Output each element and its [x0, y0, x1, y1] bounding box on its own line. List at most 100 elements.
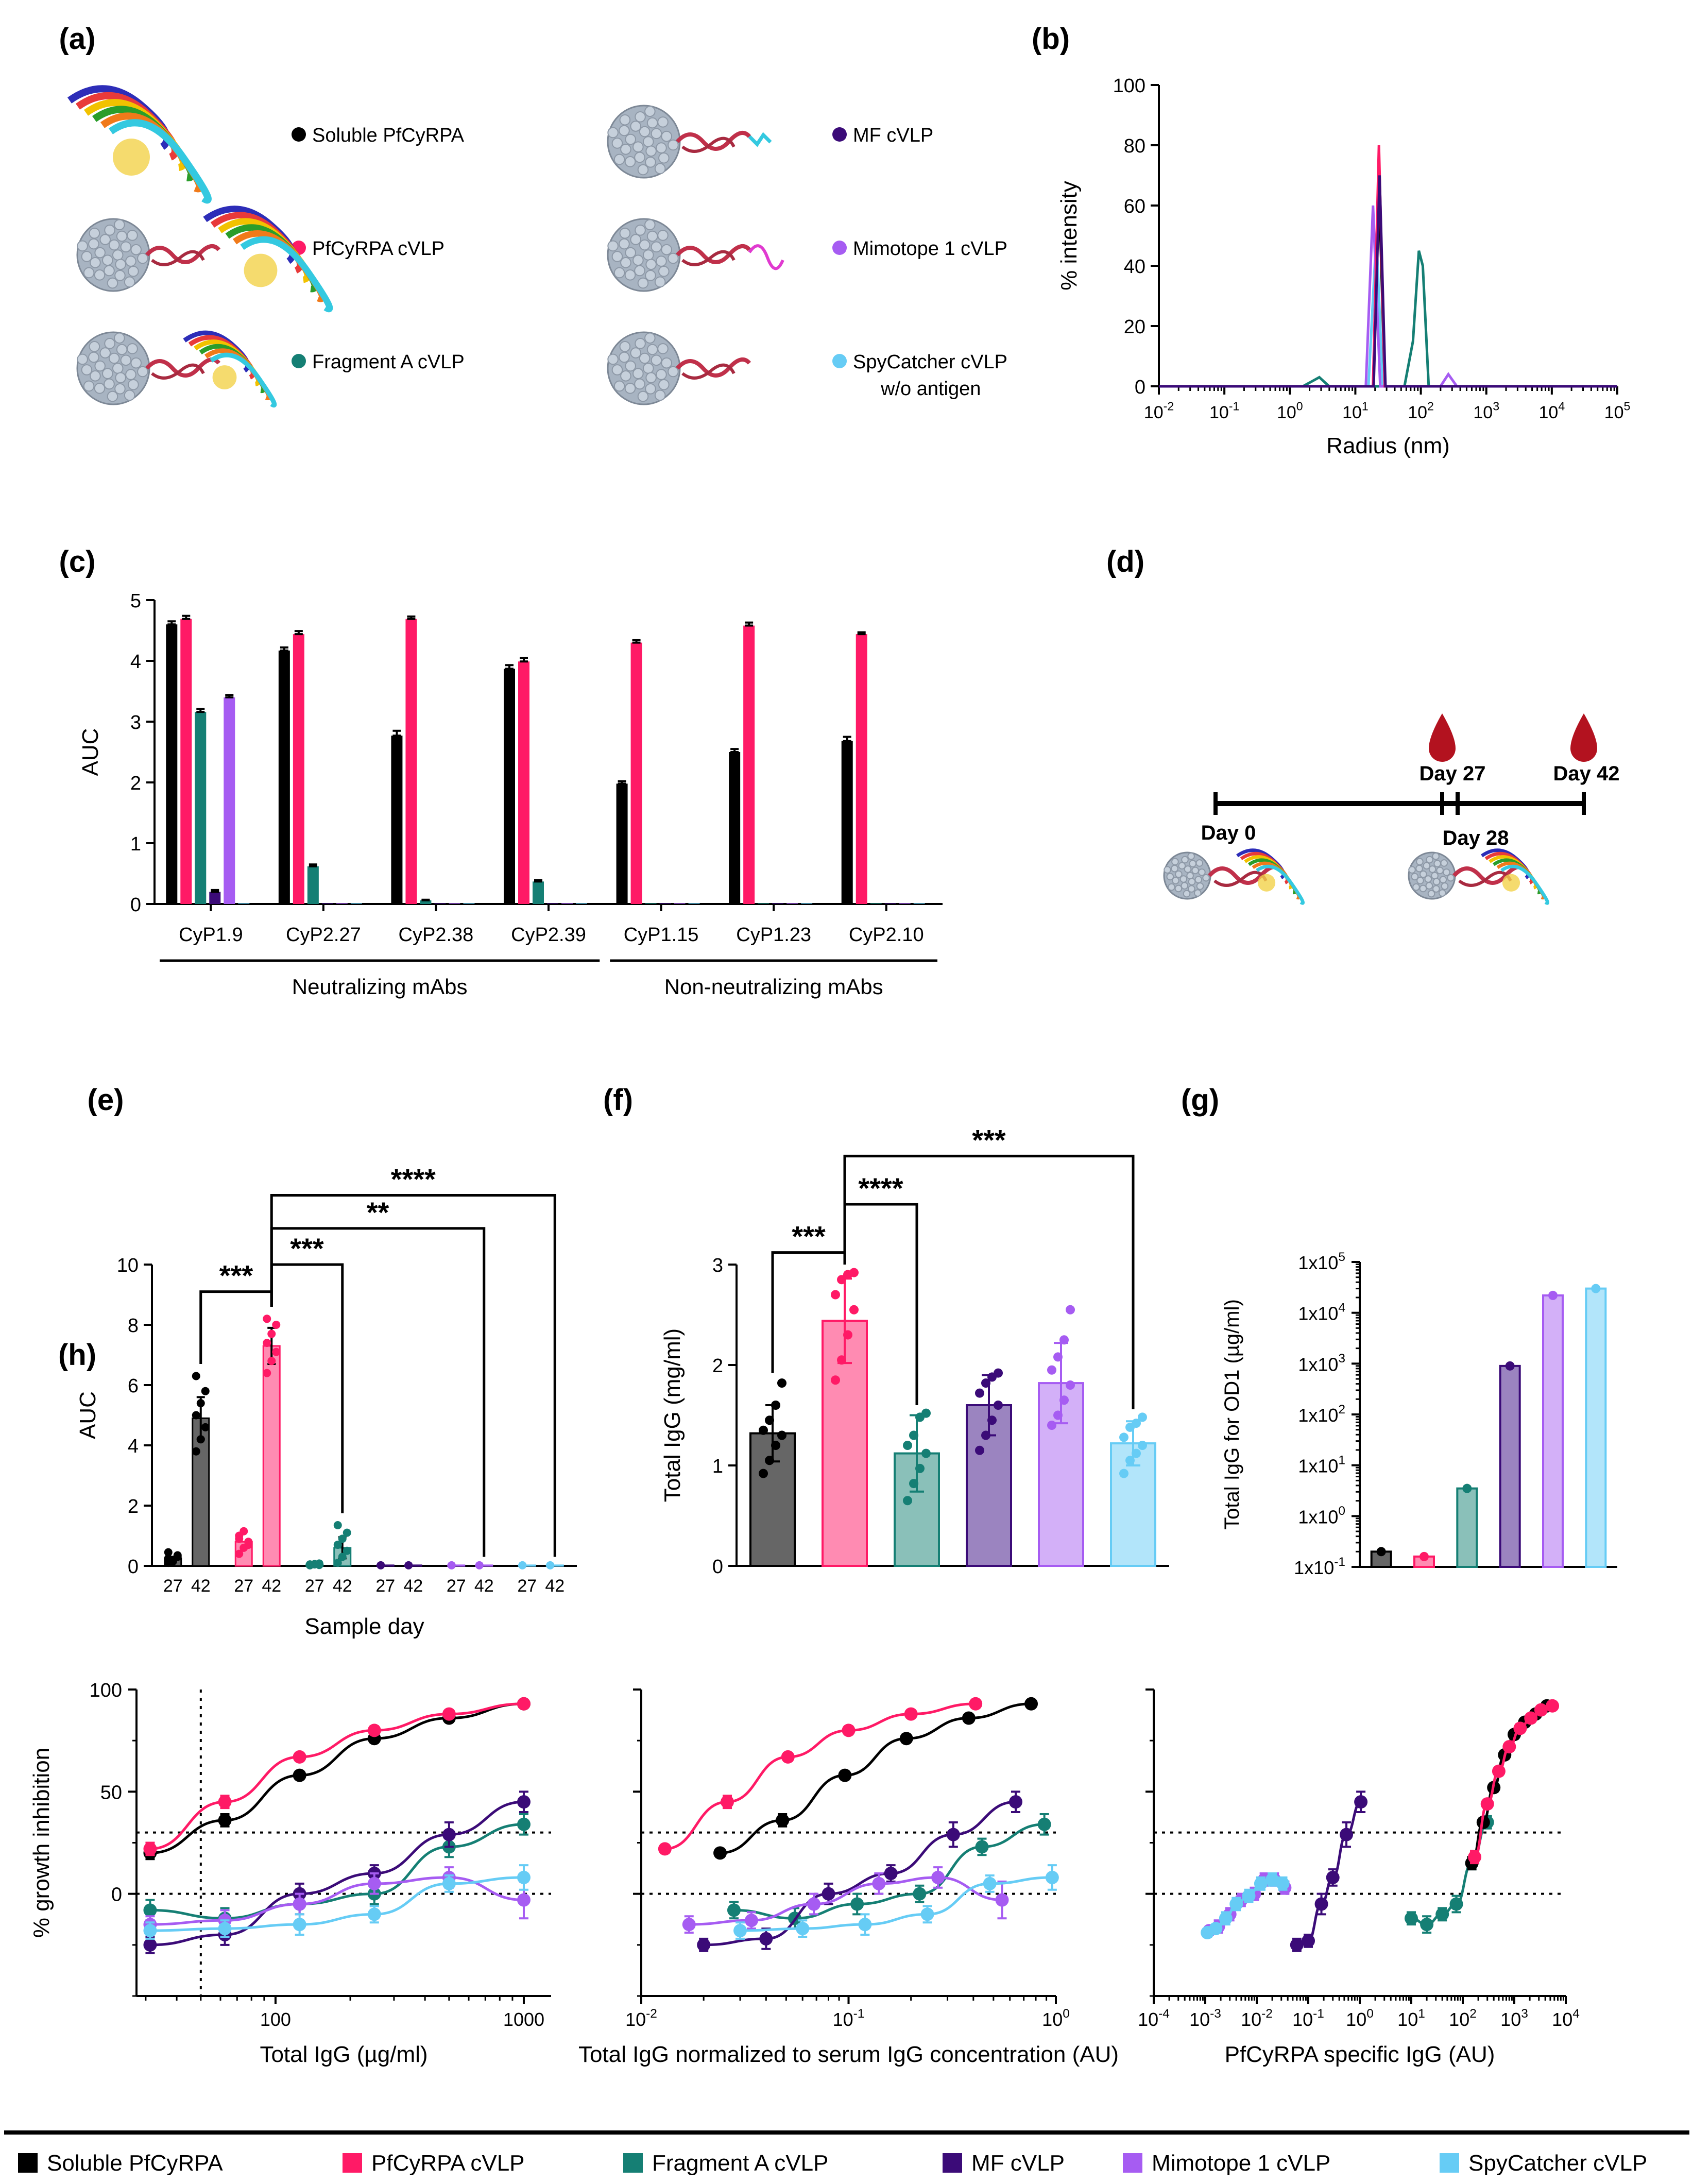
panel-label: (c) — [59, 545, 96, 578]
data-point — [164, 1554, 173, 1563]
x-tick-label: 27 — [517, 1576, 537, 1596]
vlp-particle-icon — [76, 218, 150, 292]
legend-label: Soluble PfCyRPA — [47, 2151, 223, 2176]
vlp-subunit — [624, 156, 636, 167]
curve-pfcyrpa — [664, 1702, 976, 1850]
data-point — [771, 1401, 780, 1410]
data-point-pfcyrpa — [1513, 1721, 1527, 1735]
vlp-subunit — [108, 352, 120, 364]
bar-mimo — [786, 903, 798, 904]
vlp-subunit — [107, 277, 118, 289]
antigen-domain — [113, 139, 150, 176]
data-point — [192, 1372, 200, 1380]
data-point — [343, 1528, 351, 1537]
vlp-subunit — [1178, 862, 1186, 870]
data-point-mimo — [682, 1918, 696, 1932]
vlp-subunit — [646, 344, 658, 355]
data-point — [235, 1549, 244, 1558]
data-point — [333, 1559, 342, 1567]
data-point — [263, 1315, 271, 1323]
vlp-subunit — [1187, 852, 1195, 860]
spycatcher-linker — [145, 244, 221, 264]
vlp-particle-icon — [607, 218, 681, 292]
vlp-subunit — [668, 366, 679, 378]
bar-mf — [209, 892, 221, 904]
data-point — [1505, 1361, 1515, 1371]
spycatcher-linker — [676, 244, 751, 264]
data-point-mimo — [517, 1893, 531, 1907]
bar-mf — [321, 903, 333, 904]
vlp-subunit — [107, 390, 118, 402]
y-tick-label: 3 — [712, 1255, 723, 1276]
x-axis-label: Total IgG normalized to serum IgG concen… — [578, 2042, 1119, 2067]
data-point-mimo — [872, 1876, 886, 1890]
x-tick-label: CyP1.23 — [736, 924, 811, 946]
legend-dot — [832, 241, 847, 255]
legend-swatch — [18, 2153, 38, 2173]
x-tick-label: 103 — [1500, 2007, 1528, 2030]
vlp-subunit — [654, 276, 666, 288]
bar-mimo — [899, 903, 911, 904]
vlp-subunit — [644, 332, 656, 344]
vlp-subunit — [646, 117, 658, 129]
legend-swatch — [1123, 2153, 1142, 2173]
y-tick-label: 0 — [130, 894, 141, 916]
legend-entry-pfcyrpa: PfCyRPA cVLP — [292, 238, 444, 260]
vlp-subunit — [104, 225, 115, 236]
spycatcher-linker — [676, 357, 751, 378]
vlp-subunit — [1420, 870, 1427, 878]
vlp-subunit — [625, 247, 636, 259]
legend-label: PfCyRPA cVLP — [371, 2151, 525, 2176]
x-tick-label: 10-2 — [625, 2007, 657, 2030]
y-tick-label: 1 — [712, 1456, 723, 1477]
vlp-subunit — [651, 354, 662, 366]
vlp-subunit — [613, 380, 625, 392]
y-tick-label: 1x105 — [1298, 1250, 1345, 1273]
data-point — [546, 1561, 555, 1569]
vlp-subunit — [645, 145, 657, 157]
vlp-subunit — [634, 378, 645, 390]
vlp-subunit — [1171, 864, 1178, 873]
vlp-subunit — [651, 128, 662, 140]
data-point-fraga — [913, 1887, 927, 1901]
data-point — [377, 1561, 385, 1569]
data-point-pfcyrpa — [1492, 1764, 1506, 1778]
vlp-subunit — [619, 114, 631, 126]
legend-dot — [292, 127, 306, 142]
vlp-subunit — [1172, 877, 1179, 884]
data-point-spy — [367, 1907, 381, 1921]
data-point-soluble — [962, 1711, 976, 1725]
bar-spy — [576, 903, 587, 904]
data-point — [1138, 1441, 1147, 1450]
vlp-subunit — [620, 257, 631, 268]
vlp-subunit — [89, 340, 100, 352]
bar-mimo — [674, 903, 686, 904]
data-point — [1138, 1412, 1147, 1422]
data-point-pfcyrpa — [1468, 1850, 1482, 1864]
x-tick-label: 27 — [234, 1576, 253, 1596]
legend-label: Fragment A cVLP — [652, 2151, 828, 2176]
significance-label: *** — [290, 1232, 324, 1265]
data-point-mf — [442, 1828, 456, 1841]
x-tick-label: 10-2 — [1144, 400, 1174, 422]
vlp-subunit — [632, 368, 644, 380]
vlp-subunit — [1415, 864, 1423, 873]
data-point — [1053, 1410, 1063, 1420]
spycatcher-linker — [151, 363, 205, 380]
data-point-mimo — [293, 1897, 306, 1911]
data-point-spy — [1209, 1922, 1223, 1936]
vlp-subunit — [1175, 870, 1183, 878]
data-point-pfcyrpa — [721, 1795, 734, 1809]
x-tick-label: 10-1 — [1292, 2007, 1324, 2030]
x-tick-label: 101 — [1397, 2007, 1425, 2030]
bar-pfcyrpa — [293, 634, 304, 904]
vlp-subunit — [1428, 865, 1437, 873]
vlp-subunit — [619, 125, 630, 136]
dls-curve-pfcyrpa — [1159, 145, 1617, 388]
curve-fraga — [150, 1823, 524, 1920]
data-point — [994, 1401, 1003, 1410]
y-tick-label: 10 — [117, 1255, 139, 1276]
bar-soluble — [616, 783, 628, 904]
data-point — [921, 1408, 931, 1418]
vlp-subunit — [104, 265, 115, 277]
